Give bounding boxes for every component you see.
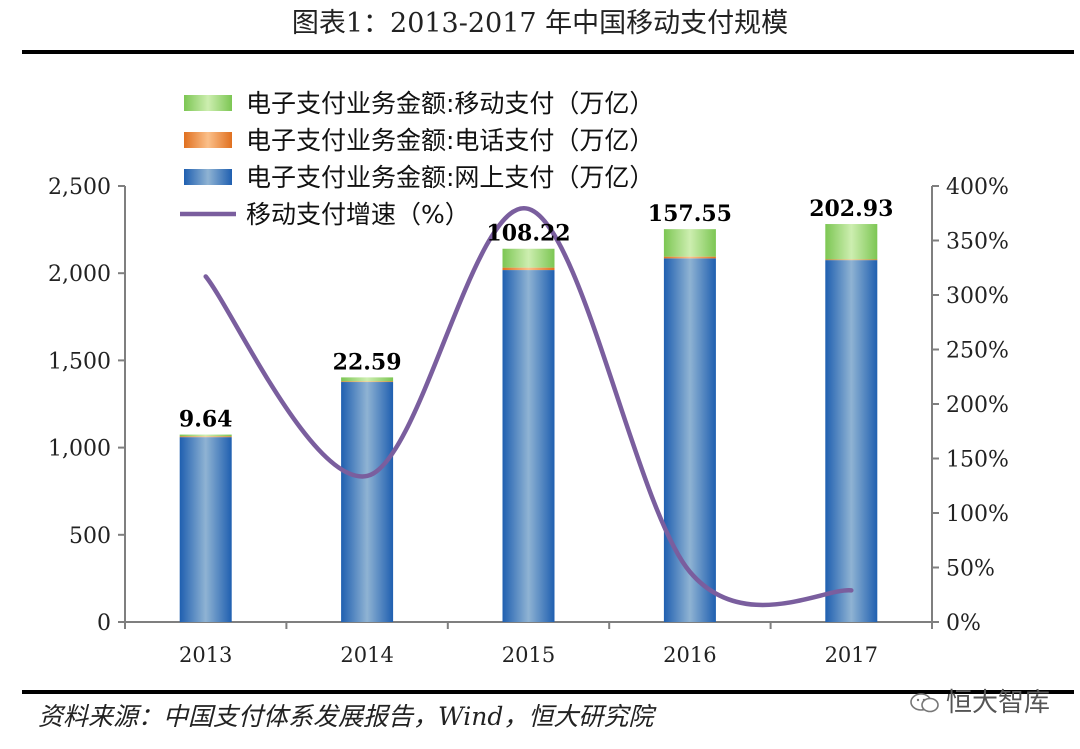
bar-online-payment bbox=[502, 270, 555, 622]
bar-mobile-payment bbox=[179, 434, 232, 437]
left-tick-label: 2,000 bbox=[48, 262, 111, 287]
right-tick-label: 200% bbox=[946, 393, 1009, 418]
bar-online-payment bbox=[825, 260, 878, 622]
left-tick-label: 0 bbox=[97, 611, 111, 636]
x-tick-label: 2015 bbox=[502, 643, 555, 667]
bar-phone-payment bbox=[663, 256, 716, 259]
left-tick-label: 1,000 bbox=[48, 437, 111, 462]
source-note: 资料来源：中国支付体系发展报告，Wind，恒大研究院 bbox=[38, 702, 654, 731]
right-tick-label: 150% bbox=[946, 448, 1009, 473]
data-label: 108.22 bbox=[486, 221, 570, 247]
bar-online-payment bbox=[179, 437, 232, 622]
watermark: 恒大智库 bbox=[910, 686, 1050, 720]
axes: 0 500 1,000 1,500 2,000 2,500 0% 50% 100% 150% 200… bbox=[48, 175, 1009, 667]
data-label: 157.55 bbox=[648, 201, 732, 227]
bar-mobile-payment bbox=[825, 224, 878, 260]
right-tick-label: 100% bbox=[946, 502, 1009, 527]
right-tick-label: 400% bbox=[946, 175, 1009, 200]
data-label: 22.59 bbox=[333, 349, 402, 375]
legend-swatch bbox=[184, 132, 232, 148]
chart-title: 图表1：2013-2017 年中国移动支付规模 bbox=[291, 8, 789, 39]
data-label: 9.64 bbox=[179, 407, 233, 433]
bar-mobile-payment bbox=[663, 229, 716, 257]
legend-label: 电子支付业务金额:网上支付（万亿） bbox=[246, 163, 654, 192]
bottom-rule bbox=[22, 690, 1074, 694]
x-tick-label: 2017 bbox=[825, 643, 878, 667]
growth-rate-line bbox=[203, 206, 854, 608]
watermark-text: 恒大智库 bbox=[945, 688, 1050, 718]
right-tick-label: 50% bbox=[946, 557, 995, 582]
bar-mobile-payment bbox=[502, 248, 555, 268]
legend-swatch bbox=[184, 169, 232, 185]
growth-line-layer bbox=[203, 206, 854, 608]
data-label: 202.93 bbox=[809, 196, 893, 222]
x-tick-label: 2014 bbox=[340, 643, 393, 667]
bar-online-payment bbox=[341, 382, 394, 622]
right-tick-label: 350% bbox=[946, 230, 1009, 255]
wechat-icon bbox=[910, 693, 939, 713]
bar-mobile-payment bbox=[341, 377, 394, 382]
top-rule bbox=[22, 50, 1074, 54]
right-tick-label: 250% bbox=[946, 339, 1009, 364]
right-tick-label: 300% bbox=[946, 284, 1009, 309]
bar-phone-payment bbox=[179, 436, 232, 438]
chart: 0 500 1,000 1,500 2,000 2,500 0% 50% 100% 150% 200… bbox=[48, 89, 1009, 667]
legend-label: 电子支付业务金额:移动支付（万亿） bbox=[246, 89, 654, 118]
x-tick-label: 2013 bbox=[179, 643, 232, 667]
legend: 电子支付业务金额:移动支付（万亿） 电子支付业务金额:电话支付（万亿） 电子支付业务… bbox=[180, 89, 654, 229]
legend-swatch bbox=[184, 95, 232, 111]
legend-label: 移动支付增速（%） bbox=[246, 200, 470, 229]
legend-label: 电子支付业务金额:电话支付（万亿） bbox=[246, 126, 654, 155]
left-tick-label: 2,500 bbox=[48, 175, 111, 200]
bar-online-payment bbox=[663, 258, 716, 622]
x-tick-label: 2016 bbox=[663, 643, 716, 667]
bar-phone-payment bbox=[341, 381, 394, 383]
right-tick-label: 0% bbox=[946, 611, 981, 636]
left-tick-label: 500 bbox=[69, 524, 111, 549]
data-labels: 9.64 22.59 108.22 157.55 202.93 bbox=[179, 196, 893, 433]
bars bbox=[179, 224, 878, 622]
left-tick-label: 1,500 bbox=[48, 349, 111, 374]
bar-phone-payment bbox=[825, 259, 878, 261]
bar-phone-payment bbox=[502, 267, 555, 271]
